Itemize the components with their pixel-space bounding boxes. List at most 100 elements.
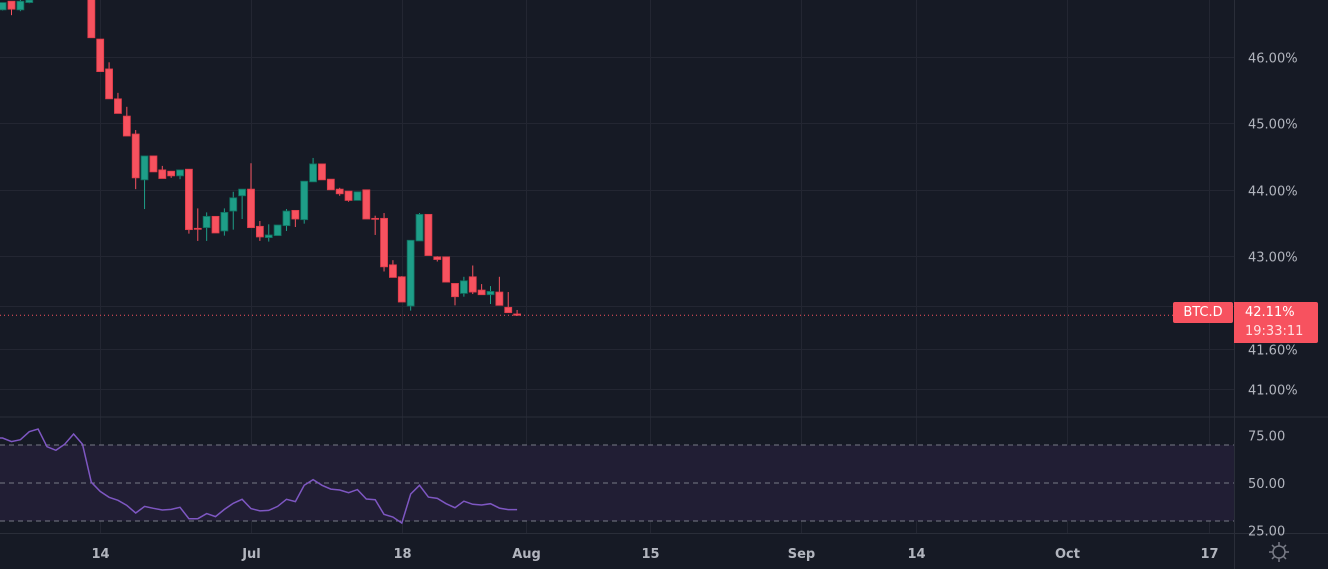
candle-body: [486, 290, 495, 296]
candle: [415, 213, 424, 242]
candle-body: [380, 217, 388, 268]
last-price-badge: 42.11% 19:33:11: [1234, 302, 1318, 343]
candle: [424, 213, 433, 256]
candle-body: [318, 163, 326, 181]
candle-body: [468, 276, 477, 293]
candle: [122, 106, 131, 137]
candle: [105, 62, 113, 100]
bar-countdown: 19:33:11: [1245, 324, 1304, 339]
candle-body: [415, 213, 424, 242]
candle: [87, 0, 96, 39]
candle: [131, 130, 140, 190]
time-tick-label: 18: [393, 547, 411, 562]
candle-body: [371, 217, 380, 220]
candle: [309, 157, 317, 183]
candlestick-series: [0, 0, 521, 316]
horizontal-gridlines: [0, 57, 1234, 390]
time-tick-label: 15: [641, 547, 659, 562]
candle: [185, 168, 193, 234]
candle: [238, 188, 247, 220]
candle: [300, 180, 309, 224]
candle: [140, 155, 149, 210]
candle-body: [309, 163, 317, 183]
candle: [220, 208, 229, 236]
time-tick-label: Jul: [241, 547, 261, 562]
candle-body: [255, 225, 264, 238]
rsi-tick-label: 75.00: [1248, 430, 1285, 445]
candle: [273, 224, 282, 237]
candle-body: [0, 2, 7, 11]
candle-body: [158, 169, 167, 179]
candle-body: [273, 224, 282, 237]
time-tick-label: Oct: [1055, 547, 1080, 562]
candle: [158, 165, 167, 179]
candle-body: [300, 180, 309, 221]
candle: [7, 0, 16, 16]
candle: [16, 0, 25, 12]
candle: [167, 170, 176, 178]
time-tick-label: 14: [907, 547, 925, 562]
candle: [495, 276, 504, 306]
candle: [202, 212, 211, 241]
candle-body: [247, 188, 255, 229]
candle-body: [7, 0, 16, 10]
candle-body: [202, 215, 211, 229]
candle: [468, 265, 477, 295]
time-tick-label: Aug: [512, 547, 541, 562]
candle-body: [16, 0, 25, 11]
candle-body: [87, 0, 96, 39]
candle-body: [264, 234, 273, 239]
price-tick-label: 47.00%: [1248, 0, 1298, 1]
price-tick-label: 41.00%: [1248, 384, 1298, 399]
candle-body: [149, 155, 158, 173]
candle-body: [513, 313, 521, 316]
time-tick-label: 17: [1200, 547, 1218, 562]
candle: [459, 276, 468, 297]
last-price-value: 42.11%: [1245, 305, 1295, 320]
rsi-axis[interactable]: 75.00 50.00 25.00: [1248, 430, 1285, 540]
candle-body: [114, 98, 122, 114]
vertical-gridlines: [100, 0, 1210, 533]
price-tick-label: 41.60%: [1248, 344, 1298, 359]
candle: [389, 260, 397, 278]
candle-body: [291, 209, 300, 220]
candle: [318, 163, 326, 181]
time-tick-label: Sep: [788, 547, 816, 562]
candle: [513, 309, 521, 316]
price-tick-label: 43.00%: [1248, 251, 1298, 266]
candle-body: [105, 68, 113, 100]
candle: [477, 284, 486, 296]
rsi-series: [0, 428, 518, 525]
candle-body: [397, 276, 406, 303]
candle: [255, 221, 264, 241]
candle-body: [140, 155, 149, 181]
candle: [149, 155, 158, 173]
candle-body: [433, 256, 442, 260]
candle-body: [353, 191, 362, 201]
price-tick-label: 46.00%: [1248, 52, 1298, 67]
price-axis[interactable]: 47.00% 46.00% 45.00% 44.00% 43.00% 41.60% 41.0…: [1248, 0, 1298, 399]
candle-body: [344, 190, 353, 201]
candle-body: [131, 133, 140, 179]
settings-button[interactable]: [1268, 541, 1290, 563]
candle-body: [238, 188, 247, 197]
candle: [291, 209, 300, 227]
rsi-band: [0, 444, 1234, 522]
gear-icon: [1269, 542, 1289, 562]
candle-body: [406, 239, 415, 307]
rsi-tick-label: 25.00: [1248, 525, 1285, 540]
candle-body: [193, 227, 202, 230]
candle-body: [167, 170, 176, 177]
candle: [96, 38, 105, 73]
time-axis[interactable]: 14 Jul 18 Aug 15 Sep 14 Oct 17: [91, 547, 1218, 562]
candle-body: [442, 256, 451, 283]
candle: [371, 215, 380, 235]
candle-body: [229, 197, 238, 212]
candle-body: [96, 38, 105, 73]
candle-body: [326, 178, 335, 191]
candle-body: [122, 115, 131, 137]
candle: [442, 256, 451, 283]
candle: [326, 178, 335, 191]
candle: [344, 190, 353, 202]
